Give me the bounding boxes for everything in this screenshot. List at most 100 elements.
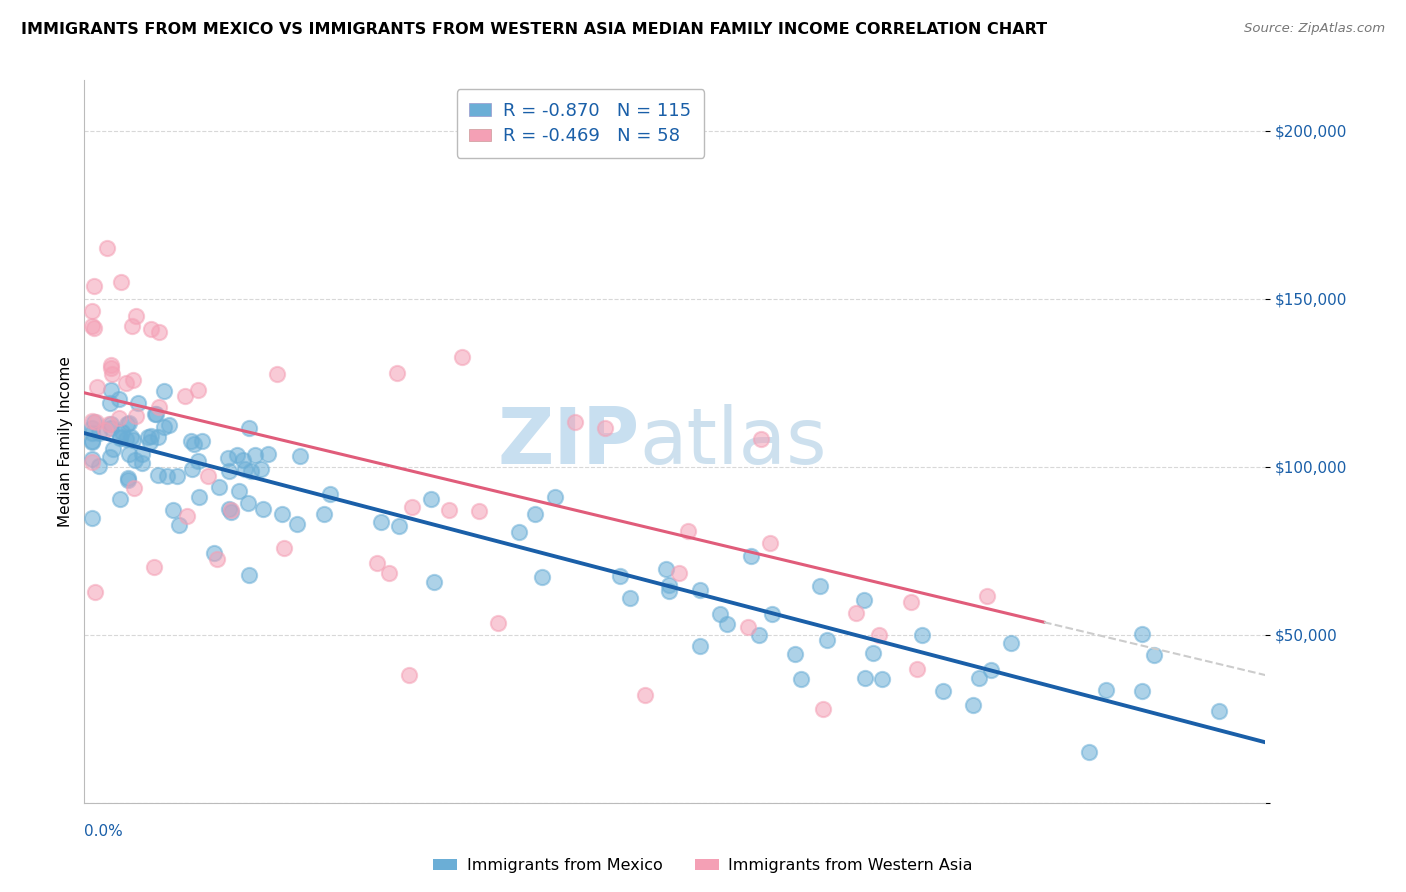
- Point: [180, 434, 202, 449]
- Point: [486, 616, 509, 631]
- Point: [980, 663, 1002, 677]
- Point: [810, 579, 832, 593]
- Point: [191, 434, 214, 448]
- Point: [398, 668, 420, 682]
- Point: [100, 417, 122, 431]
- Point: [790, 672, 813, 686]
- Point: [238, 421, 260, 435]
- Point: [593, 421, 616, 435]
- Point: [236, 496, 259, 510]
- Point: [120, 430, 142, 444]
- Point: [86, 380, 108, 394]
- Point: [108, 430, 131, 444]
- Point: [101, 442, 124, 457]
- Point: [108, 492, 131, 507]
- Point: [139, 429, 162, 443]
- Point: [80, 414, 103, 428]
- Point: [80, 425, 103, 440]
- Point: [80, 455, 103, 469]
- Point: [385, 366, 408, 380]
- Point: [758, 535, 780, 549]
- Point: [83, 321, 105, 335]
- Point: [167, 518, 190, 533]
- Point: [668, 566, 690, 580]
- Point: [181, 462, 204, 476]
- Point: [156, 468, 179, 483]
- Point: [676, 524, 699, 538]
- Point: [101, 367, 124, 381]
- Point: [136, 430, 159, 444]
- Point: [273, 541, 295, 555]
- Point: [233, 462, 256, 476]
- Point: [187, 490, 209, 504]
- Text: Source: ZipAtlas.com: Source: ZipAtlas.com: [1244, 22, 1385, 36]
- Legend: Immigrants from Mexico, Immigrants from Western Asia: Immigrants from Mexico, Immigrants from …: [427, 852, 979, 880]
- Point: [148, 401, 170, 415]
- Point: [83, 415, 105, 429]
- Point: [634, 688, 657, 702]
- Point: [716, 616, 738, 631]
- Point: [900, 595, 922, 609]
- Point: [243, 448, 266, 462]
- Point: [401, 500, 423, 514]
- Point: [118, 447, 141, 461]
- Point: [173, 389, 195, 403]
- Text: atlas: atlas: [640, 403, 827, 480]
- Point: [157, 418, 180, 433]
- Point: [658, 583, 681, 598]
- Point: [655, 561, 678, 575]
- Point: [250, 461, 273, 475]
- Point: [148, 326, 170, 340]
- Point: [117, 417, 139, 431]
- Point: [689, 582, 711, 597]
- Point: [94, 424, 117, 438]
- Point: [148, 468, 170, 483]
- Point: [143, 407, 166, 421]
- Point: [166, 469, 188, 483]
- Point: [932, 683, 955, 698]
- Point: [366, 557, 388, 571]
- Point: [183, 436, 205, 450]
- Point: [176, 508, 198, 523]
- Point: [138, 435, 160, 450]
- Point: [523, 507, 546, 521]
- Point: [80, 434, 103, 449]
- Point: [202, 546, 225, 560]
- Point: [218, 465, 240, 479]
- Point: [420, 492, 443, 507]
- Point: [197, 469, 219, 483]
- Text: 0.0%: 0.0%: [84, 824, 124, 839]
- Point: [207, 480, 229, 494]
- Legend: R = -0.870   N = 115, R = -0.469   N = 58: R = -0.870 N = 115, R = -0.469 N = 58: [457, 89, 704, 158]
- Point: [100, 361, 122, 376]
- Point: [80, 319, 103, 334]
- Point: [266, 368, 288, 382]
- Point: [143, 560, 166, 574]
- Point: [111, 425, 134, 440]
- Point: [1095, 682, 1118, 697]
- Point: [1208, 704, 1230, 718]
- Point: [290, 449, 312, 463]
- Point: [508, 524, 530, 539]
- Point: [1130, 626, 1153, 640]
- Point: [131, 447, 153, 461]
- Point: [962, 698, 984, 713]
- Point: [80, 511, 103, 525]
- Point: [761, 607, 783, 621]
- Point: [689, 639, 711, 653]
- Point: [98, 450, 121, 465]
- Point: [100, 383, 122, 397]
- Point: [80, 434, 103, 448]
- Point: [96, 241, 118, 255]
- Point: [108, 411, 131, 425]
- Point: [139, 321, 162, 335]
- Point: [967, 671, 990, 685]
- Point: [845, 607, 868, 621]
- Point: [80, 452, 103, 467]
- Point: [145, 407, 167, 421]
- Point: [872, 673, 894, 687]
- Point: [131, 456, 153, 470]
- Point: [388, 519, 411, 533]
- Point: [378, 566, 401, 581]
- Point: [905, 662, 928, 676]
